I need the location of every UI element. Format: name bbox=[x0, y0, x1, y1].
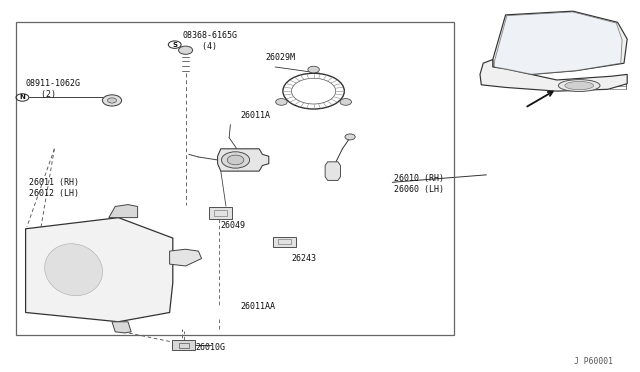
Circle shape bbox=[179, 46, 193, 54]
Text: 26049: 26049 bbox=[221, 221, 246, 230]
Bar bbox=[214, 210, 227, 216]
Text: N: N bbox=[19, 94, 26, 100]
Text: 08368-6165G
    (4): 08368-6165G (4) bbox=[182, 31, 237, 51]
Text: 26011A: 26011A bbox=[240, 111, 270, 120]
Polygon shape bbox=[112, 322, 131, 333]
Circle shape bbox=[102, 95, 122, 106]
Circle shape bbox=[276, 99, 287, 105]
Ellipse shape bbox=[559, 80, 600, 92]
Text: 08911-1062G
   (2): 08911-1062G (2) bbox=[26, 79, 81, 99]
Bar bbox=[209, 207, 232, 219]
Text: 26010 (RH)
26060 (LH): 26010 (RH) 26060 (LH) bbox=[394, 174, 444, 194]
Circle shape bbox=[108, 98, 116, 103]
Ellipse shape bbox=[45, 244, 102, 296]
Polygon shape bbox=[494, 12, 622, 74]
Circle shape bbox=[345, 134, 355, 140]
Bar bbox=[16, 22, 454, 335]
Bar bbox=[172, 340, 195, 350]
Polygon shape bbox=[325, 162, 340, 180]
Text: 26010G: 26010G bbox=[195, 343, 225, 352]
Polygon shape bbox=[26, 218, 173, 322]
Ellipse shape bbox=[565, 81, 594, 90]
Polygon shape bbox=[109, 205, 138, 218]
Bar bbox=[179, 343, 189, 348]
Bar bbox=[278, 239, 291, 244]
Bar bbox=[273, 237, 296, 247]
Polygon shape bbox=[170, 249, 202, 266]
Polygon shape bbox=[480, 60, 627, 91]
Text: J P60001: J P60001 bbox=[574, 357, 613, 366]
Circle shape bbox=[227, 155, 244, 165]
Polygon shape bbox=[218, 149, 269, 171]
Text: 26029M: 26029M bbox=[266, 53, 296, 62]
Circle shape bbox=[340, 99, 351, 105]
Polygon shape bbox=[493, 11, 627, 74]
Text: 26011 (RH)
26012 (LH): 26011 (RH) 26012 (LH) bbox=[29, 178, 79, 198]
Circle shape bbox=[221, 152, 250, 168]
Text: S: S bbox=[172, 42, 177, 48]
Text: 26243: 26243 bbox=[291, 254, 316, 263]
Text: 26011AA: 26011AA bbox=[240, 302, 275, 311]
Circle shape bbox=[308, 66, 319, 73]
